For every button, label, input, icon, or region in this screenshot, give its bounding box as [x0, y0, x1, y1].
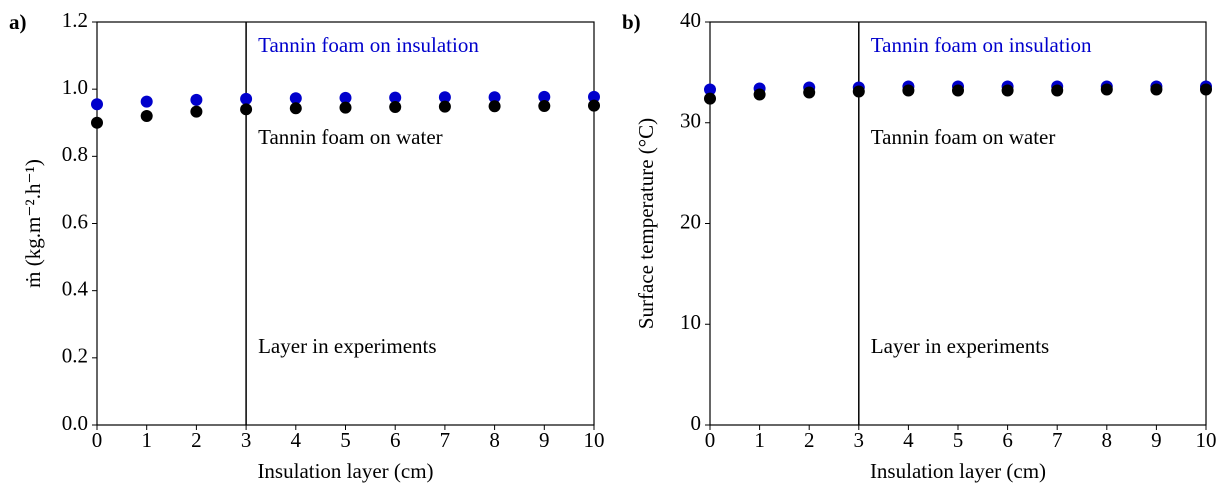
y-tick-label: 10: [680, 310, 701, 334]
x-tick-label: 0: [92, 428, 103, 452]
y-tick-label: 0.6: [62, 209, 88, 233]
point: [289, 92, 302, 105]
series-annotation: Tannin foam on insulation: [871, 33, 1092, 57]
point: [91, 116, 103, 129]
point: [538, 90, 551, 103]
point: [588, 99, 600, 112]
y-tick-label: 0.4: [62, 276, 89, 300]
panel-label: a): [9, 10, 27, 34]
y-tick-label: 0.8: [62, 142, 88, 166]
x-tick-label: 5: [953, 428, 964, 452]
point: [91, 98, 103, 111]
point: [389, 91, 402, 104]
x-tick-label: 9: [539, 428, 550, 452]
series-annotation: Tannin foam on water: [871, 125, 1056, 149]
x-tick-label: 10: [1196, 428, 1217, 452]
point: [240, 92, 253, 105]
point: [1001, 84, 1014, 97]
point: [952, 84, 964, 97]
y-tick-label: 0.0: [62, 411, 88, 435]
annotation: Layer in experiments: [258, 334, 436, 358]
x-tick-label: 6: [1002, 428, 1013, 452]
point: [488, 100, 501, 113]
x-tick-label: 10: [584, 428, 605, 452]
point: [140, 110, 153, 123]
x-tick-label: 2: [804, 428, 815, 452]
point: [538, 99, 551, 112]
panel-label: b): [622, 10, 641, 34]
point: [438, 91, 451, 104]
x-axis-label: Insulation layer (cm): [870, 459, 1046, 483]
x-tick-label: 1: [141, 428, 152, 452]
y-axis-label: Surface temperature (°C): [634, 118, 658, 329]
point: [339, 101, 352, 114]
point: [1051, 84, 1064, 97]
x-tick-label: 4: [291, 428, 302, 452]
point: [339, 91, 352, 104]
x-tick-label: 1: [754, 428, 765, 452]
y-tick-label: 40: [680, 8, 701, 32]
y-axis-label: ṁ (kg.m⁻².h⁻¹): [21, 159, 45, 288]
x-tick-label: 2: [191, 428, 202, 452]
point: [1200, 83, 1212, 96]
series-annotation: Tannin foam on insulation: [258, 33, 479, 57]
x-tick-label: 8: [1102, 428, 1113, 452]
plot-frame: [96, 21, 595, 426]
point: [289, 102, 302, 115]
point: [704, 83, 716, 96]
y-tick-label: 1.2: [62, 8, 88, 32]
x-axis-label: Insulation layer (cm): [257, 459, 433, 483]
point: [852, 85, 865, 98]
y-tick-label: 20: [680, 209, 701, 233]
series-annotation: Tannin foam on water: [258, 125, 443, 149]
point: [240, 103, 253, 116]
x-tick-label: 7: [1052, 428, 1063, 452]
point: [438, 100, 451, 113]
annotation: Layer in experiments: [871, 334, 1049, 358]
y-tick-label: 30: [680, 109, 701, 133]
y-tick-label: 0: [691, 411, 702, 435]
x-tick-label: 9: [1151, 428, 1162, 452]
x-tick-label: 5: [340, 428, 351, 452]
point: [488, 91, 501, 104]
y-tick-label: 1.0: [62, 75, 88, 99]
point: [190, 105, 203, 118]
x-tick-label: 3: [854, 428, 865, 452]
point: [803, 86, 816, 99]
point: [588, 90, 600, 103]
point: [704, 92, 716, 105]
x-tick-label: 7: [440, 428, 451, 452]
point: [1150, 83, 1163, 96]
x-tick-label: 6: [390, 428, 401, 452]
x-tick-label: 4: [903, 428, 914, 452]
point: [140, 95, 153, 108]
point: [389, 100, 402, 113]
point: [902, 84, 915, 97]
x-tick-label: 0: [705, 428, 716, 452]
x-tick-label: 8: [489, 428, 500, 452]
point: [190, 93, 203, 106]
point: [1100, 83, 1113, 96]
x-tick-label: 3: [241, 428, 252, 452]
point: [753, 88, 766, 101]
y-tick-label: 0.2: [62, 344, 88, 368]
